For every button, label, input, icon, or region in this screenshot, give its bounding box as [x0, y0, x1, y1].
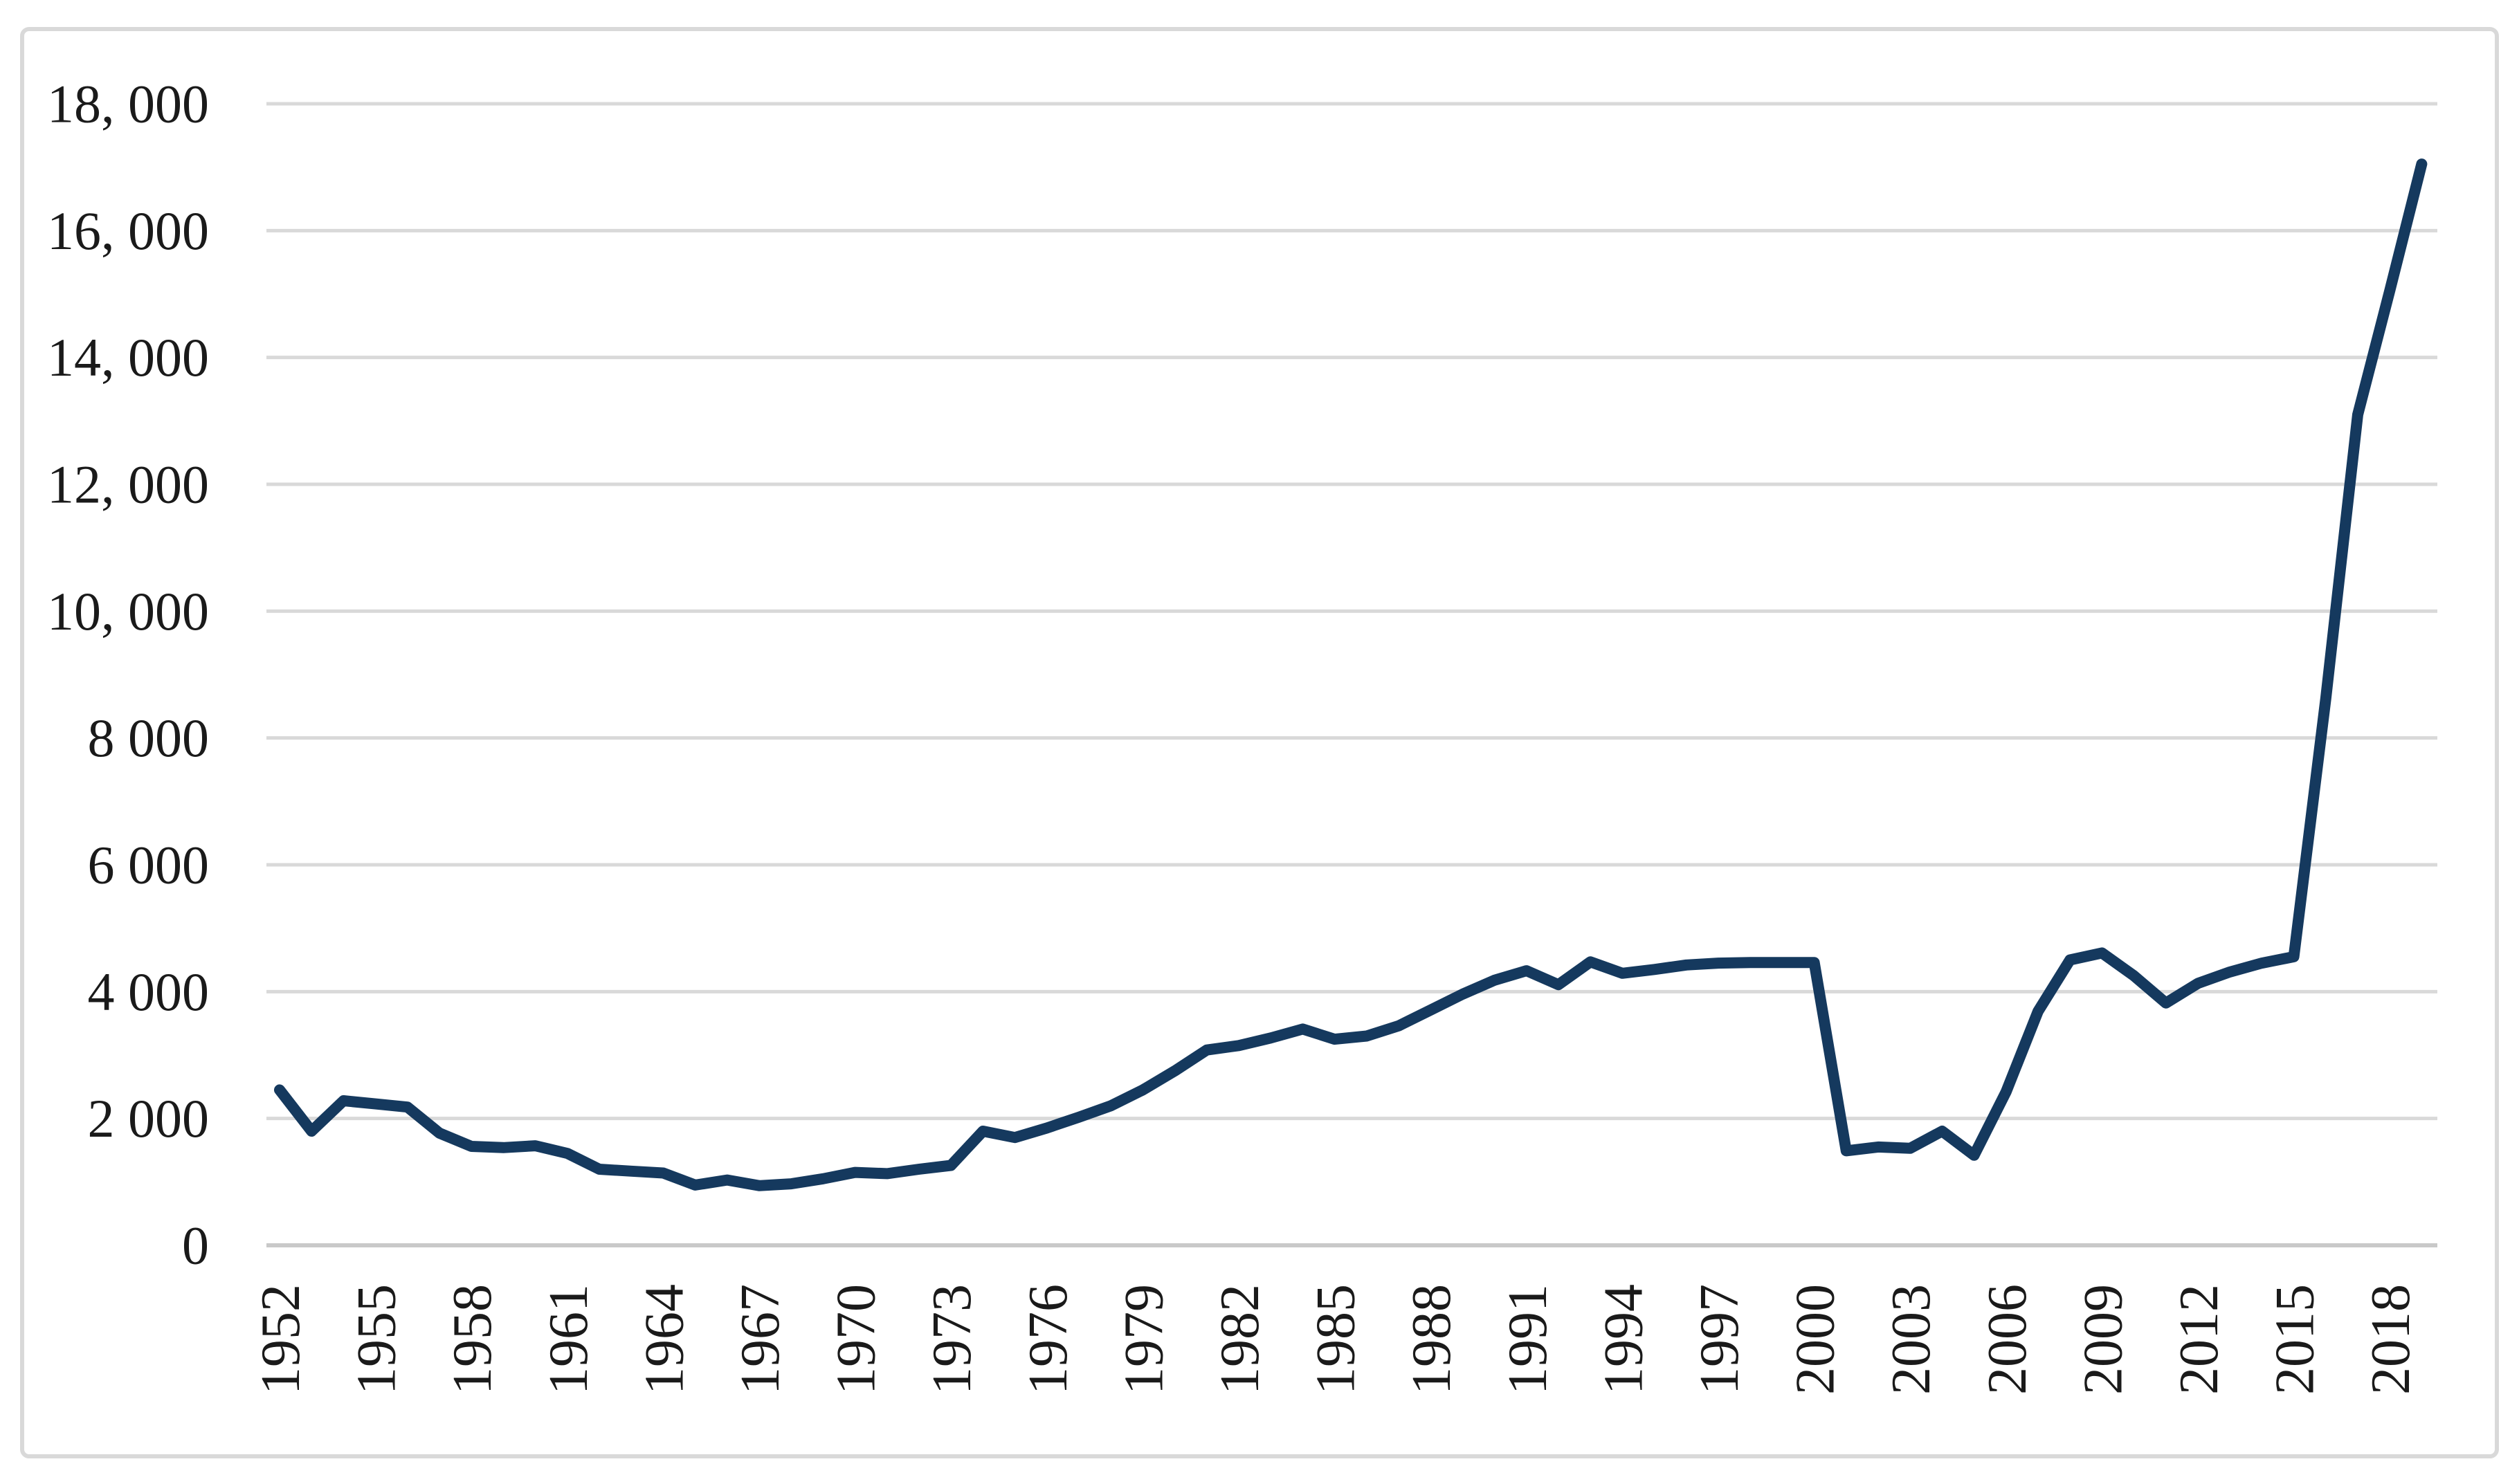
x-tick-label: 2009 — [2073, 1284, 2134, 1395]
x-tick-label: 1985 — [1306, 1284, 1367, 1395]
y-tick-label: 0 — [182, 1216, 209, 1276]
x-tick-label: 2018 — [2361, 1284, 2421, 1395]
x-tick-label: 1964 — [634, 1284, 695, 1395]
x-tick-label: 2012 — [2169, 1284, 2230, 1395]
x-tick-label: 1958 — [442, 1284, 503, 1395]
x-tick-label: 2015 — [2265, 1284, 2326, 1395]
x-tick-label: 1979 — [1113, 1284, 1174, 1395]
x-tick-label: 2006 — [1977, 1284, 2038, 1395]
y-tick-label: 12, 000 — [47, 455, 209, 515]
x-tick-label: 1973 — [922, 1284, 983, 1395]
x-tick-label: 1961 — [538, 1284, 599, 1395]
y-tick-label: 10, 000 — [47, 581, 209, 641]
x-tick-label: 2000 — [1785, 1284, 1846, 1395]
x-tick-label: 1994 — [1593, 1284, 1654, 1395]
x-tick-label: 1970 — [826, 1284, 887, 1395]
x-tick-label: 1982 — [1210, 1284, 1271, 1395]
y-tick-label: 14, 000 — [47, 327, 209, 387]
data-series-line — [274, 158, 2428, 1191]
y-tick-label: 18, 000 — [47, 74, 209, 134]
x-tick-label: 2003 — [1881, 1284, 1942, 1395]
x-tick-label: 1997 — [1689, 1284, 1750, 1395]
y-tick-label: 4 000 — [88, 962, 210, 1022]
y-tick-label: 8 000 — [88, 708, 210, 768]
x-tick-label: 1991 — [1498, 1284, 1558, 1395]
y-tick-label: 16, 000 — [47, 201, 209, 261]
x-tick-label: 1955 — [347, 1284, 408, 1395]
y-tick-label: 6 000 — [88, 835, 210, 895]
x-tick-label: 1952 — [251, 1284, 311, 1395]
y-tick-label: 2 000 — [88, 1088, 210, 1148]
chart-border — [20, 27, 2499, 1458]
x-tick-label: 1988 — [1401, 1284, 1462, 1395]
x-tick-label: 1967 — [730, 1284, 791, 1395]
x-tick-label: 1976 — [1018, 1284, 1079, 1395]
